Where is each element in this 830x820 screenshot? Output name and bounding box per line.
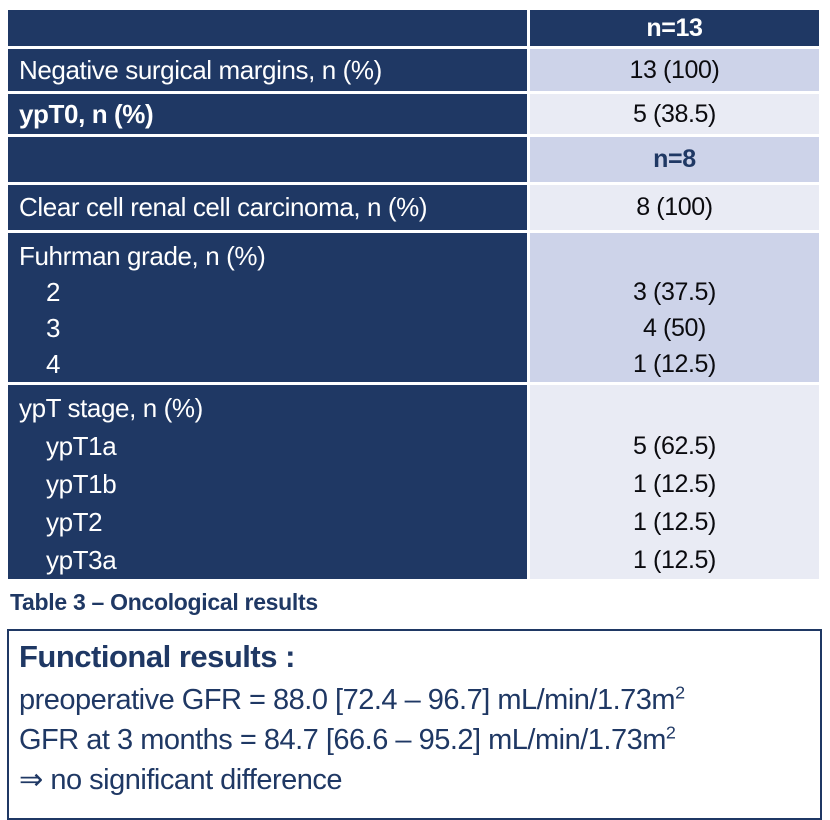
row-value-negative-margins: 13 (100) — [529, 49, 819, 91]
subheader-value-n8: n=8 — [529, 137, 819, 182]
row-value-ypt0: 5 (38.5) — [529, 94, 819, 134]
row-label-ypt0: ypT0, n (%) — [8, 94, 527, 134]
group-item-value-ypt3a: 1 (12.5) — [632, 546, 716, 574]
gfr-3-months-text: GFR at 3 months = 84.7 [66.6 – 95.2] mL/… — [19, 724, 666, 756]
group-value-spacer — [530, 238, 819, 274]
group-item-label-grade4: 4 — [46, 349, 61, 379]
subheader-label-cell — [8, 137, 527, 182]
group-label-ypt-stage: ypT stage, n (%) ypT1a ypT1b ypT2 ypT3a — [8, 385, 527, 579]
no-significant-difference-line: ⇒ no significant difference — [19, 760, 808, 800]
group-item-value-grade3: 4 (50) — [643, 314, 706, 342]
group-item-label-grade3: 3 — [46, 313, 61, 343]
row-label-clear-cell: Clear cell renal cell carcinoma, n (%) — [8, 185, 527, 230]
superscript-2: 2 — [675, 682, 685, 703]
group-item-label-ypt1a: ypT1a — [46, 431, 117, 461]
group-item-label-grade2: 2 — [46, 277, 61, 307]
table-row-group-ypt-stage: ypT stage, n (%) ypT1a ypT1b ypT2 ypT3a … — [8, 385, 819, 579]
table-row-header-n13: n=13 — [8, 10, 819, 46]
group-item-value-grade2: 3 (37.5) — [632, 278, 716, 306]
group-item-value-ypt2: 1 (12.5) — [632, 508, 716, 536]
gfr-3-months-line: GFR at 3 months = 84.7 [66.6 – 95.2] mL/… — [19, 720, 808, 760]
group-item-label-ypt3a: ypT3a — [46, 545, 117, 575]
superscript-2: 2 — [665, 722, 676, 743]
table-row-clear-cell-carcinoma: Clear cell renal cell carcinoma, n (%) 8… — [8, 185, 819, 230]
header-label-cell — [8, 10, 527, 46]
table-row-ypt0: ypT0, n (%) 5 (38.5) — [8, 94, 819, 134]
no-significant-difference-text: ⇒ no significant difference — [19, 764, 343, 796]
header-value-n13: n=13 — [529, 10, 819, 46]
oncological-results-table: n=13 Negative surgical margins, n (%) 13… — [5, 7, 822, 582]
table-caption: Table 3 – Oncological results — [10, 589, 318, 615]
preoperative-gfr-text: preoperative GFR = 88.0 [72.4 – 96.7] mL… — [19, 684, 676, 716]
group-title-ypt-stage: ypT stage, n (%) — [19, 393, 203, 423]
group-item-value-ypt1b: 1 (12.5) — [632, 470, 716, 498]
group-title-fuhrman: Fuhrman grade, n (%) — [19, 241, 266, 271]
group-values-fuhrman: 3 (37.5) 4 (50) 1 (12.5) — [529, 233, 819, 382]
table-row-group-fuhrman-grade: Fuhrman grade, n (%) 2 3 4 3 (37.5) 4 (5… — [8, 233, 819, 382]
functional-results-box: Functional results : preoperative GFR = … — [7, 629, 822, 820]
functional-results-title: Functional results : — [19, 639, 295, 674]
group-item-value-ypt1a: 5 (62.5) — [632, 432, 716, 460]
group-item-label-ypt2: ypT2 — [46, 507, 103, 537]
table-row-negative-margins: Negative surgical margins, n (%) 13 (100… — [8, 49, 819, 91]
row-label-negative-margins: Negative surgical margins, n (%) — [8, 49, 527, 91]
row-value-clear-cell: 8 (100) — [529, 185, 819, 230]
group-values-ypt-stage: 5 (62.5) 1 (12.5) 1 (12.5) 1 (12.5) — [529, 385, 819, 579]
group-value-spacer — [530, 389, 819, 427]
group-item-value-grade4: 1 (12.5) — [632, 350, 716, 378]
table-row-subheader-n8: n=8 — [8, 137, 819, 182]
group-item-label-ypt1b: ypT1b — [46, 469, 117, 499]
preoperative-gfr-line: preoperative GFR = 88.0 [72.4 – 96.7] mL… — [19, 680, 808, 720]
group-label-fuhrman: Fuhrman grade, n (%) 2 3 4 — [8, 233, 527, 382]
